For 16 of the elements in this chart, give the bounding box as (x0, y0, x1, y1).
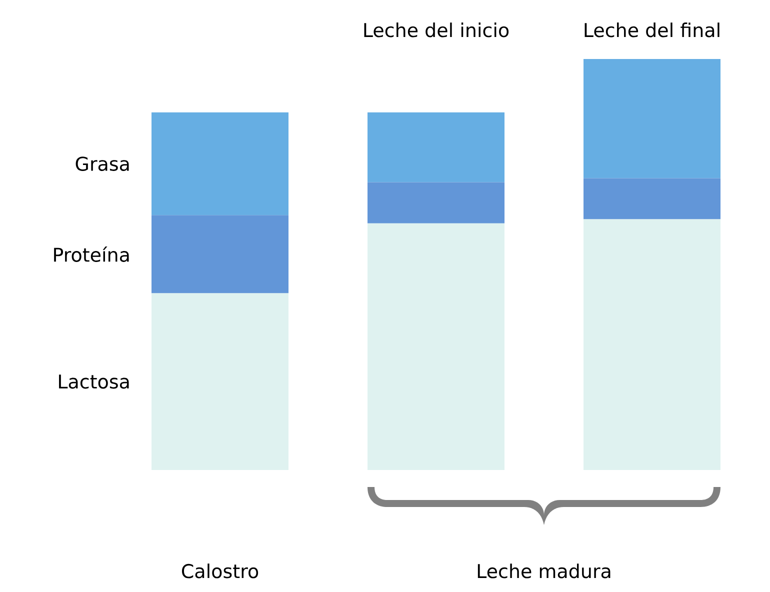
series-label: Proteína (54, 246, 129, 262)
bar (152, 215, 288, 294)
bar (152, 112, 288, 216)
bar (584, 178, 721, 220)
text: Calostro (182, 564, 258, 578)
series-label: Lactosa (59, 374, 129, 389)
bar (368, 182, 505, 224)
x-tick-label: Leche del inicio (364, 22, 509, 38)
bar (368, 112, 505, 182)
text: Leche madura (478, 564, 610, 578)
bar (152, 293, 288, 470)
x-tick-label: Leche del final (584, 22, 720, 38)
series-label: Grasa (76, 156, 129, 171)
bar (584, 219, 721, 470)
bar (368, 223, 505, 470)
bar (584, 58, 721, 178)
